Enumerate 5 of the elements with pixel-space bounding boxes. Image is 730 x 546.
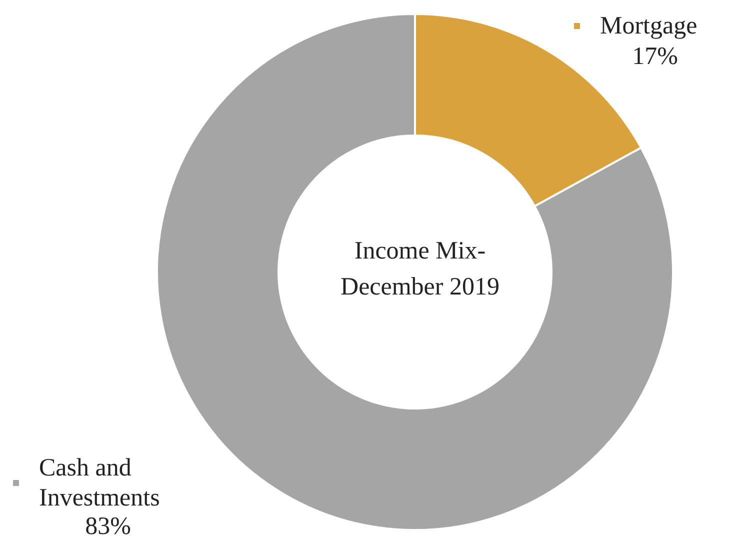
legend-label: Cash and Investments: [39, 454, 160, 512]
data-label: 17%: [632, 43, 678, 70]
text: Income Mix-December 2019: [340, 238, 500, 300]
data-label: 83%: [85, 513, 131, 540]
legend-label: Mortgage: [600, 12, 698, 40]
